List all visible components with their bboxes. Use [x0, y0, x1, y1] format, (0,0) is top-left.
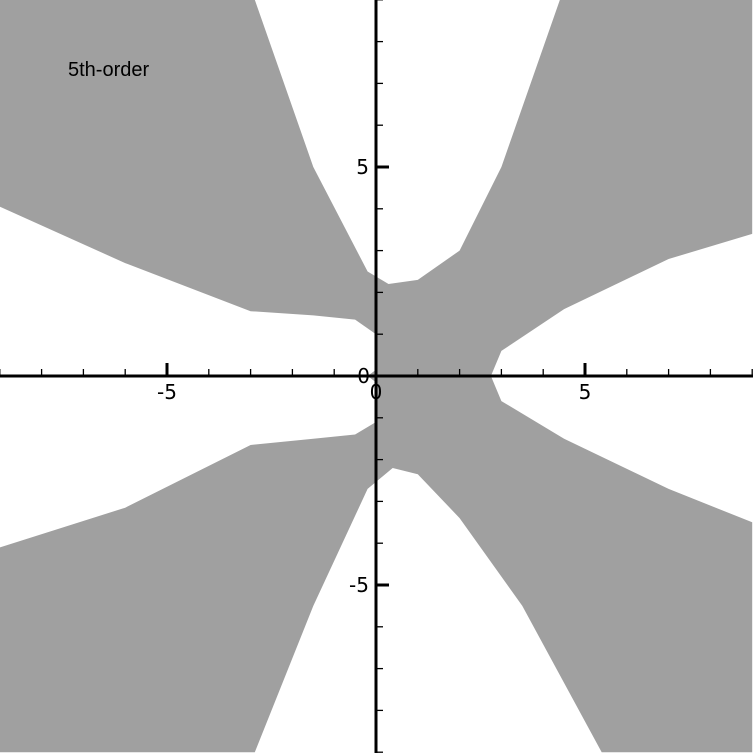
y-tick-label: 0 — [357, 364, 370, 388]
x-tick-label: -5 — [157, 380, 177, 404]
y-tick-label: -5 — [349, 573, 369, 597]
major-ticks — [165, 165, 587, 587]
tick-labels: -5 0 5 5 0 -5 — [157, 155, 591, 597]
y-tick-label: 5 — [356, 155, 369, 179]
order-annotation: 5th-order — [68, 59, 149, 81]
x-tick-label: 5 — [579, 380, 592, 404]
x-tick-label: 0 — [370, 380, 383, 404]
